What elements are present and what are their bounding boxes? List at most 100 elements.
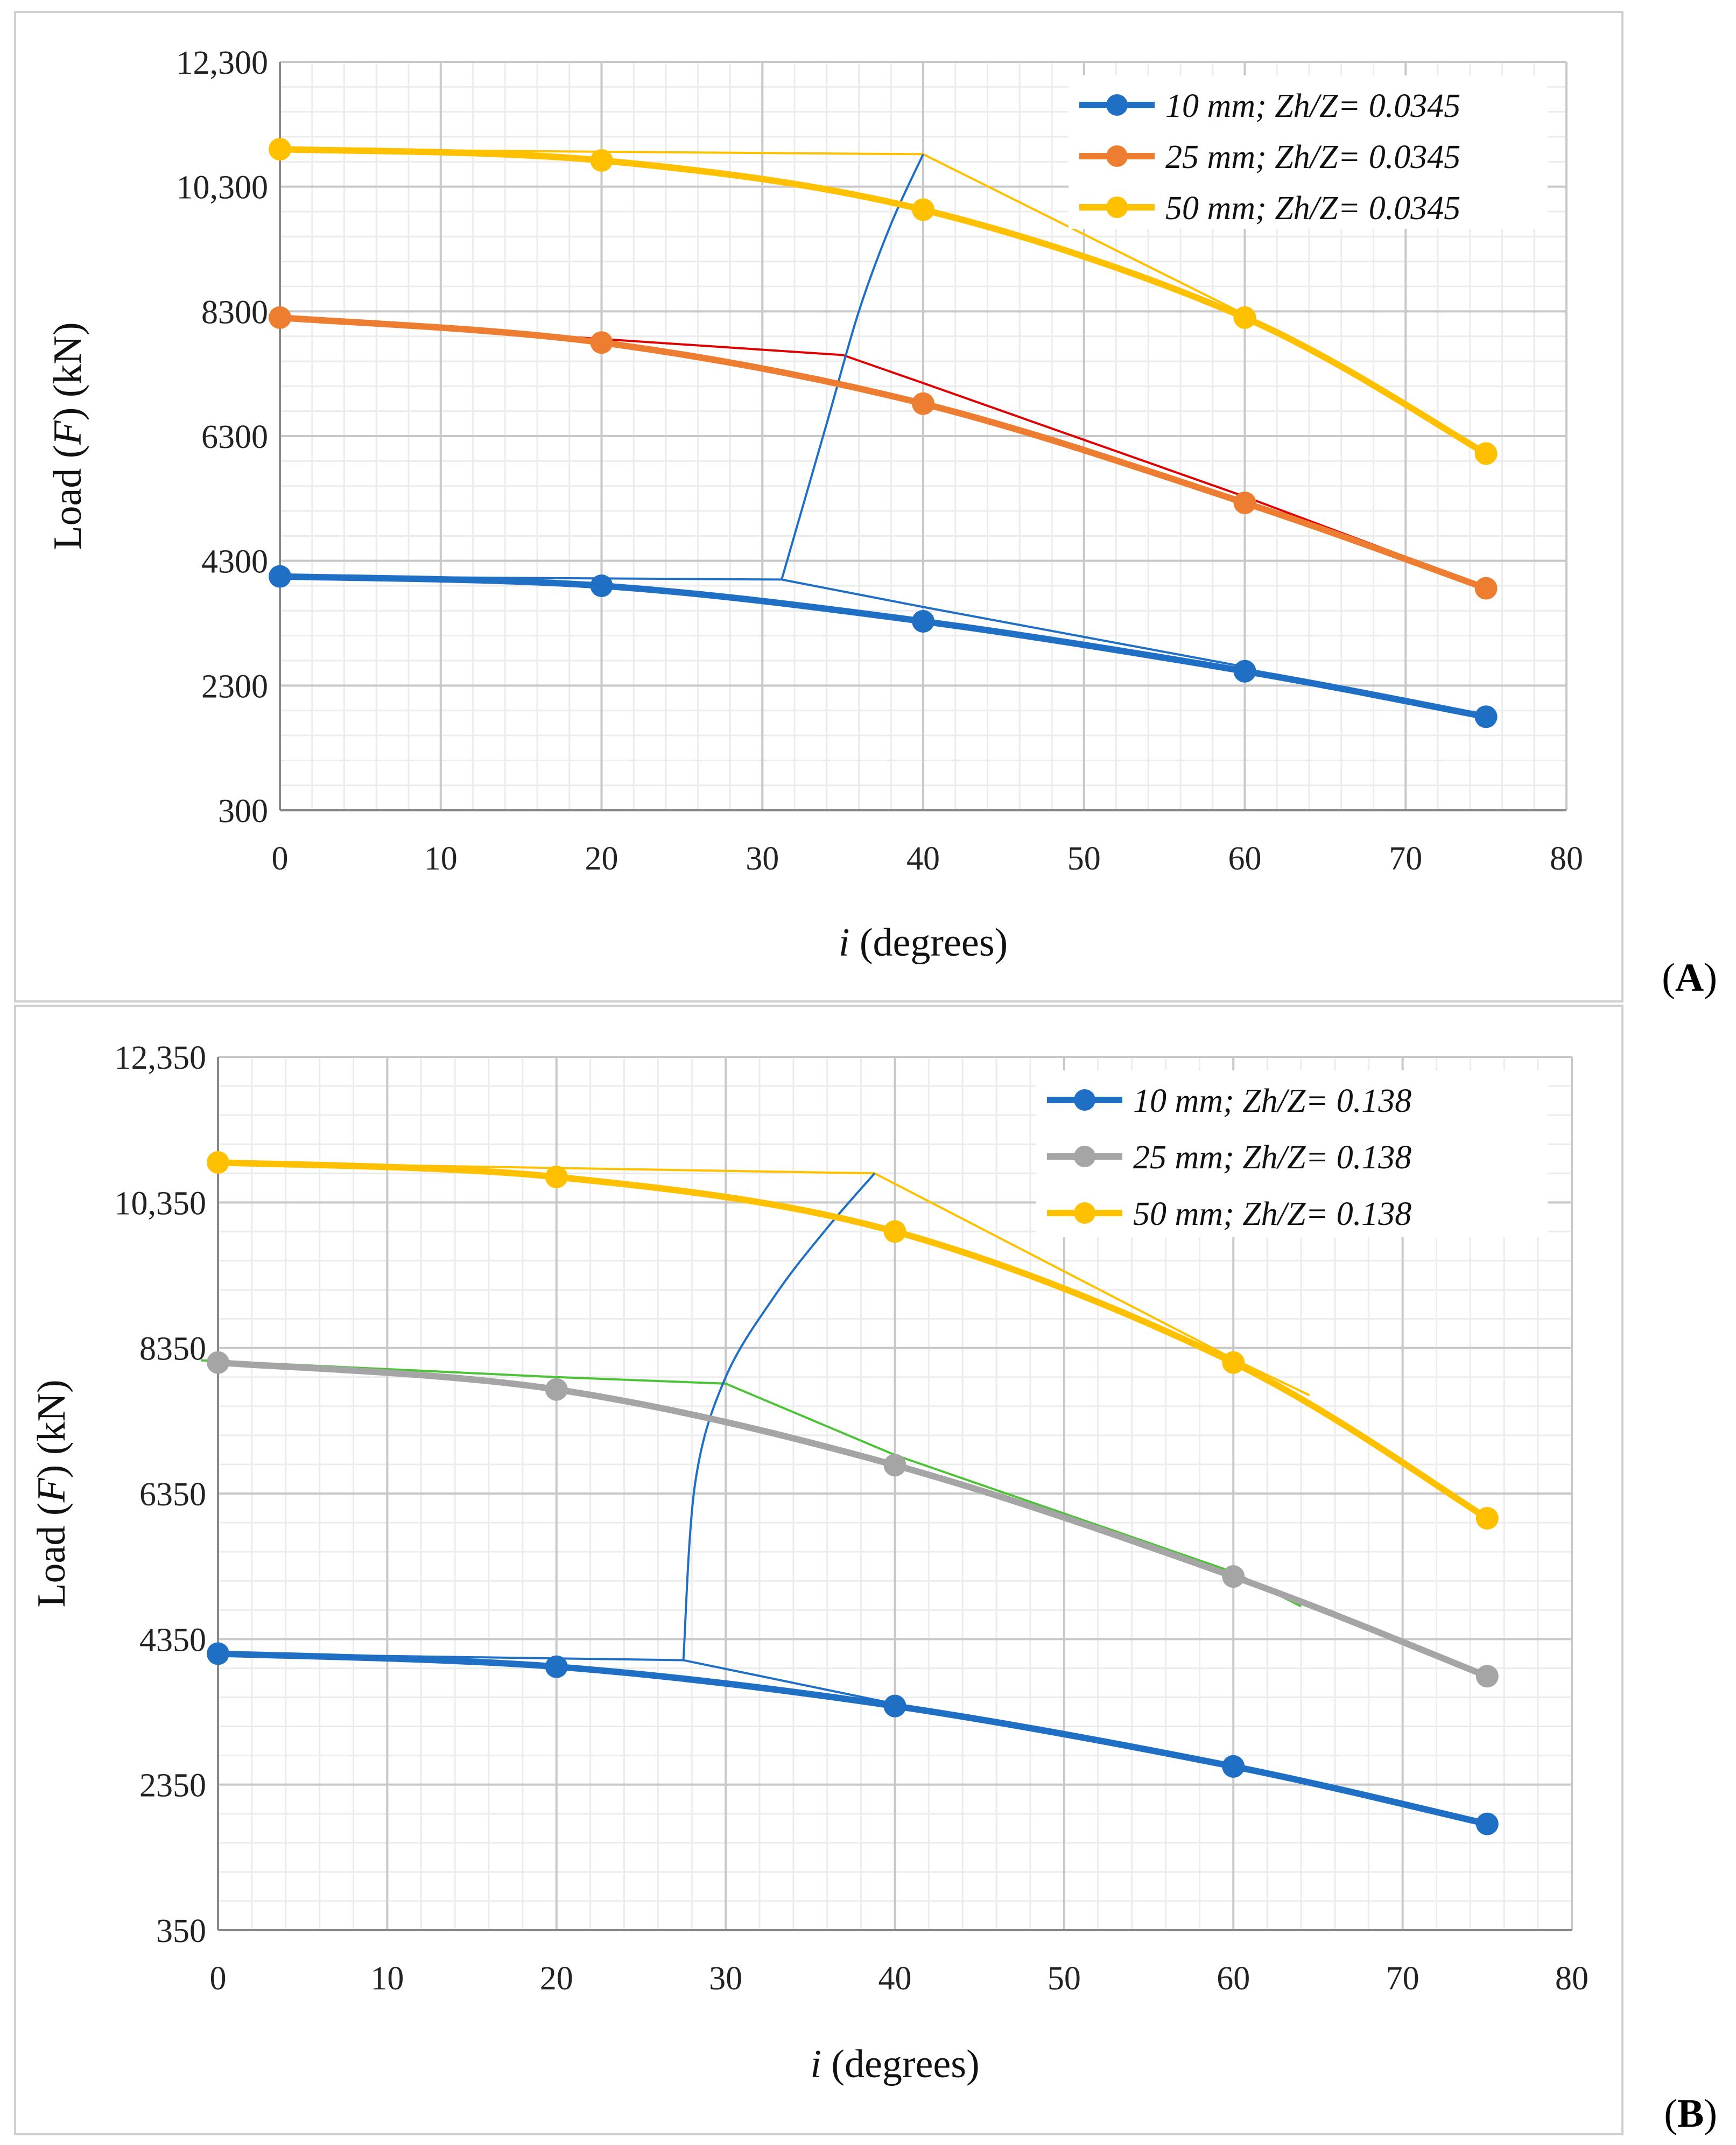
series-3: [269, 138, 1498, 465]
x-tick-label: 30: [709, 1960, 742, 1997]
y-tick-label: 10,300: [177, 170, 269, 206]
legend-swatch-marker: [1074, 1146, 1095, 1167]
x-tick-label: 10: [370, 1960, 404, 1997]
legend-entry-label: 10 mm; Zh/Z= 0.138: [1133, 1083, 1411, 1119]
series-2-point: [207, 1351, 229, 1374]
y-tick-label: 350: [156, 1913, 206, 1950]
x-tick-label: 40: [878, 1960, 912, 1997]
series-2-point: [545, 1378, 568, 1401]
x-tick-label: 10: [424, 840, 458, 877]
y-axis-label-post: ) (kN): [46, 322, 90, 420]
series-1-point: [545, 1655, 568, 1678]
y-axis-label-symbol: F: [46, 420, 90, 445]
y-tick-label: 12,300: [177, 45, 269, 81]
x-axis-label: i (degrees): [839, 921, 1008, 965]
overlay-line-3: [217, 1161, 1310, 1397]
series-3-point: [1222, 1351, 1245, 1374]
series-1-point: [883, 1694, 906, 1718]
series-3-point: [207, 1151, 229, 1174]
x-axis-label-text: (degrees): [849, 921, 1008, 965]
series-1-line: [215, 1650, 1491, 1827]
series-2-point: [590, 331, 613, 354]
overlay-line-1: [279, 575, 1245, 668]
y-axis-label-pre: Load (: [30, 1502, 74, 1607]
overlay-line-2: [279, 316, 1487, 588]
x-tick-label: 60: [1217, 1960, 1250, 1997]
series-2-point: [1474, 577, 1498, 600]
legend-swatch-marker: [1074, 1089, 1095, 1111]
x-tick-label: 20: [540, 1960, 573, 1997]
x-tick-label: 0: [272, 840, 289, 877]
x-tick-label: 30: [746, 840, 779, 877]
x-axis-label-text: (degrees): [821, 2042, 980, 2086]
legend-entry-label: 50 mm; Zh/Z= 0.138: [1133, 1196, 1411, 1232]
y-tick-label: 300: [218, 793, 268, 830]
y-tick-label: 6300: [201, 419, 268, 455]
y-axis-label-symbol: F: [30, 1477, 74, 1503]
x-tick-label: 70: [1386, 1960, 1419, 1997]
series-1-point: [1222, 1755, 1245, 1778]
legend-entry-label: 25 mm; Zh/Z= 0.138: [1133, 1139, 1411, 1176]
overlay-lines: [279, 148, 1487, 668]
panel-label-a: (A): [1662, 956, 1717, 1000]
series-2: [269, 306, 1498, 600]
legend-entry-label: 25 mm; Zh/Z= 0.0345: [1165, 139, 1460, 176]
series-1-point: [207, 1642, 229, 1665]
legend-entry-label: 10 mm; Zh/Z= 0.0345: [1165, 88, 1460, 124]
legend-swatch-marker: [1106, 94, 1128, 116]
x-tick-label: 80: [1550, 840, 1583, 877]
x-tick-label: 70: [1389, 840, 1422, 877]
legend-swatch-marker: [1106, 145, 1128, 167]
series-2-point: [912, 392, 934, 415]
y-tick-label: 4300: [201, 544, 268, 580]
series-1: [207, 1642, 1499, 1835]
series-3-point: [1233, 306, 1256, 329]
y-tick-label: 4350: [139, 1622, 206, 1658]
legend-swatch-marker: [1074, 1202, 1095, 1224]
series-3-point: [883, 1220, 906, 1243]
series-1-point: [269, 565, 291, 588]
x-tick-label: 60: [1228, 840, 1262, 877]
y-tick-label: 10,350: [115, 1185, 207, 1222]
x-tick-label: 50: [1067, 840, 1101, 877]
series-3-point: [912, 198, 934, 221]
x-tick-label: 40: [906, 840, 940, 877]
series-3-point: [1474, 442, 1498, 465]
series-3-point: [269, 138, 291, 161]
series-2-point: [1222, 1565, 1245, 1588]
legend: 10 mm; Zh/Z= 0.0345 25 mm; Zh/Z= 0.0345 50…: [1069, 75, 1548, 229]
y-tick-label: 8350: [139, 1331, 206, 1368]
legend-swatch-marker: [1106, 197, 1128, 218]
y-tick-label: 6350: [139, 1476, 206, 1513]
x-tick-label: 50: [1048, 1960, 1081, 1997]
series-1-point: [1474, 705, 1498, 728]
series-3-point: [590, 149, 613, 172]
y-axis-label: Load (F) (kN): [30, 1379, 74, 1607]
legend-entry-label: 50 mm; Zh/Z= 0.0345: [1165, 190, 1460, 227]
series-1-point: [1475, 1812, 1499, 1835]
legend-background: [1069, 75, 1548, 229]
y-axis-label-post: ) (kN): [30, 1379, 74, 1478]
series-1: [269, 565, 1498, 728]
overlay-line-4: [781, 153, 924, 580]
x-tick-label: 0: [210, 1960, 227, 1997]
series-1-point: [1233, 660, 1256, 683]
y-axis-label: Load (F) (kN): [46, 322, 90, 550]
series-1-point: [912, 610, 934, 633]
series-2-point: [883, 1454, 906, 1477]
y-tick-label: 2350: [139, 1768, 206, 1804]
series-2-point: [269, 306, 291, 329]
overlay-line-4: [682, 1172, 876, 1660]
y-tick-label: 8300: [201, 294, 268, 331]
y-axis-label-pre: Load (: [46, 445, 90, 550]
panel-label-b: (B): [1664, 2092, 1717, 2136]
x-axis-label-symbol: i: [810, 2042, 821, 2086]
x-axis-label: i (degrees): [810, 2042, 979, 2086]
series-1-point: [590, 574, 613, 597]
series-3-point: [1475, 1506, 1499, 1530]
y-tick-label: 2300: [201, 668, 268, 705]
legend: 10 mm; Zh/Z= 0.138 25 mm; Zh/Z= 0.138 50 m…: [1036, 1070, 1548, 1237]
series-2: [207, 1351, 1499, 1688]
y-tick-label: 12,350: [115, 1040, 207, 1076]
